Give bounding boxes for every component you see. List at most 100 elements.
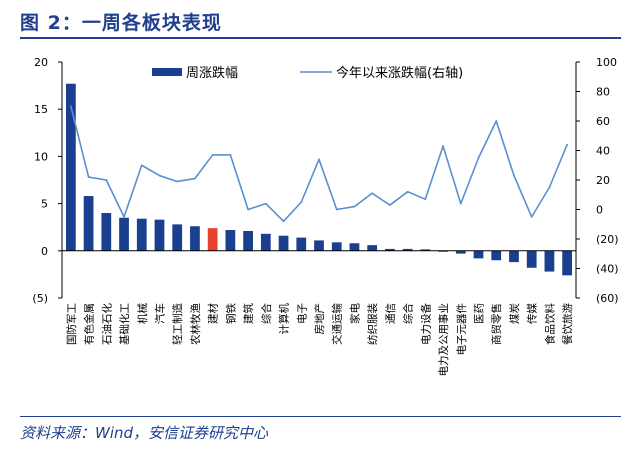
right-tick-label: 0 — [596, 204, 603, 217]
category-label: 煤炭 — [508, 303, 521, 324]
right-tick-label: 40 — [596, 145, 610, 158]
bar — [172, 224, 183, 251]
line-point — [318, 158, 320, 161]
left-tick-label: 15 — [34, 103, 48, 116]
bar — [349, 243, 360, 251]
category-label: 国防军工 — [65, 303, 78, 345]
category-label: 纺织服装 — [366, 303, 379, 345]
line-point — [389, 204, 391, 206]
line-point — [335, 208, 338, 211]
category-label: 电力及公用事业 — [437, 303, 450, 377]
right-tick-label: 20 — [596, 174, 610, 187]
bar — [83, 196, 94, 251]
category-label: 建筑 — [242, 303, 255, 324]
legend-bar-swatch — [152, 68, 182, 76]
right-tick-label: 80 — [596, 86, 610, 99]
legend-bar-label: 周涨跌幅 — [186, 65, 238, 81]
bar — [455, 250, 466, 254]
bar — [207, 228, 218, 251]
line-point — [406, 190, 409, 193]
category-label: 机械 — [136, 303, 149, 324]
bar — [136, 218, 147, 251]
bar — [65, 83, 76, 251]
right-tick-label: 60 — [596, 115, 610, 128]
line-point — [442, 145, 444, 147]
line-point — [459, 202, 462, 205]
category-label: 农林牧渔 — [189, 303, 202, 345]
bar — [473, 250, 484, 259]
line-point — [566, 143, 569, 146]
line-point — [158, 174, 161, 177]
line-point — [123, 215, 125, 218]
bar — [119, 217, 129, 251]
category-label: 房地产 — [313, 303, 326, 335]
bar — [225, 230, 236, 251]
line-point — [424, 198, 427, 201]
left-tick-label: 5 — [41, 198, 48, 211]
category-label: 商贸零售 — [490, 303, 503, 345]
bar — [260, 233, 271, 251]
line-point — [548, 186, 551, 189]
line-point — [105, 179, 108, 181]
category-label: 轻工制造 — [171, 303, 184, 345]
line-point — [176, 180, 179, 183]
line-point — [477, 156, 480, 159]
legend: 周涨跌幅 今年以来涨跌幅(右轴) — [152, 65, 463, 81]
category-label: 食品饮料 — [543, 303, 556, 345]
bar — [420, 249, 431, 251]
right-tick-label: 100 — [596, 56, 617, 69]
category-label: 有色金属 — [83, 303, 96, 345]
line-point — [87, 176, 90, 178]
category-label: 石油石化 — [100, 303, 113, 345]
bar — [562, 250, 573, 276]
category-label: 计算机 — [278, 303, 291, 335]
line-point — [211, 154, 214, 156]
figure-header: 图 2：一周各板块表现 — [0, 0, 641, 40]
bar — [491, 250, 502, 261]
source-note: 资料来源：Wind，安信证券研究中心 — [20, 424, 269, 442]
bar — [296, 237, 307, 251]
bar — [278, 235, 289, 251]
line-point — [247, 208, 250, 211]
category-label: 综合 — [402, 303, 415, 324]
category-label: 电子元器件 — [455, 303, 468, 356]
bar — [509, 250, 519, 263]
figure-title: 图 2：一周各板块表现 — [20, 12, 222, 34]
left-tick-label: 10 — [34, 150, 48, 163]
line-point — [140, 164, 143, 167]
line-point — [300, 201, 303, 204]
right-tick-label: (60) — [596, 292, 619, 305]
right-tick-label: (20) — [596, 233, 619, 246]
category-label: 钢铁 — [224, 303, 237, 324]
right-tick-label: (40) — [596, 263, 619, 276]
line-point — [495, 120, 498, 122]
line-point — [353, 205, 356, 208]
bar — [190, 226, 200, 251]
bar — [101, 213, 112, 251]
category-label: 基础化工 — [118, 303, 131, 345]
axes: (5) 0 5 10 15 20 (60) (40) (20) 0 20 40 60 80 100 — [32, 56, 618, 305]
bar — [154, 219, 165, 251]
category-label: 电力设备 — [419, 303, 432, 345]
bar — [385, 248, 395, 251]
legend-line-label: 今年以来涨跌幅(右轴) — [336, 65, 463, 81]
category-label: 综合 — [260, 303, 273, 324]
line-point — [282, 220, 285, 223]
category-label: 建材 — [207, 303, 220, 324]
sector-performance-chart: (5) 0 5 10 15 20 (60) (40) (20) 0 20 40 60 80 100 国防军工… — [32, 56, 618, 377]
category-labels: 国防军工 有色金属 石油石化 基础化工 机械 汽车 轻工制造 农林牧渔 建材 钢铁 建筑 综合 计算机电… — [65, 303, 574, 377]
line-point — [264, 202, 267, 205]
line-point — [194, 177, 196, 180]
category-label: 医药 — [474, 303, 486, 324]
line-series — [69, 105, 569, 223]
line-point — [371, 192, 374, 195]
bar — [544, 250, 555, 272]
line-path — [70, 106, 568, 223]
line-point — [229, 154, 232, 156]
bar — [367, 245, 378, 251]
bar — [243, 230, 253, 251]
bar — [402, 248, 413, 251]
category-label: 传媒 — [526, 303, 539, 324]
line-point — [513, 174, 515, 177]
line-point — [69, 105, 72, 108]
